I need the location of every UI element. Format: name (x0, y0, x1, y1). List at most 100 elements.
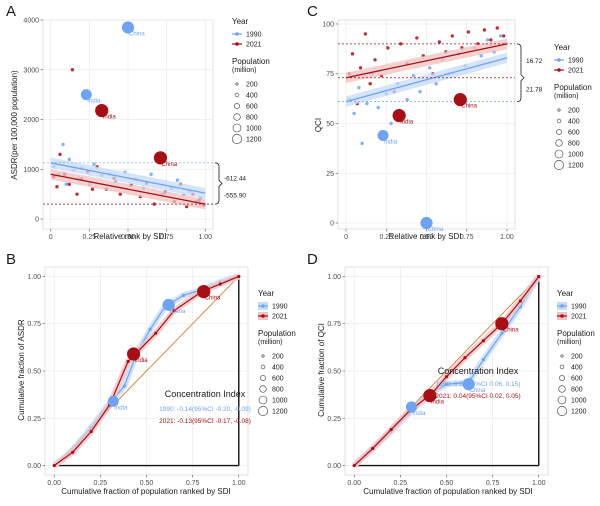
data-point-2021 (502, 34, 506, 38)
legend-pop-unit: (million) (554, 93, 579, 100)
x-tick-label: 0.50 (140, 480, 154, 487)
legend-size-circle (234, 103, 240, 109)
x-tick-label: 0.00 (47, 480, 61, 487)
country-point-india-2021 (95, 103, 109, 118)
panel-letter-d: D (307, 251, 318, 268)
legend-pop-title: Population (232, 57, 270, 66)
legend-size-label: 200 (568, 108, 580, 115)
country-label: India (384, 139, 398, 145)
ci-2021-d: 2021: 0.04(95%CI 0.02, 0.05) (435, 393, 520, 400)
legend-size-circle (260, 375, 266, 381)
marks-a: China India India China (43, 21, 223, 210)
data-point-2021 (358, 66, 363, 70)
data-point-2021 (495, 26, 499, 30)
lorenz-point-y2021 (89, 429, 93, 434)
country-point-india-1990 (107, 395, 119, 407)
data-point-2021 (437, 40, 442, 44)
y-tick-label: 4000 (23, 18, 39, 25)
ci-title-b: Concentration Index (165, 389, 246, 399)
legend-size-label: 400 (272, 365, 284, 372)
country-point-china-2021 (495, 317, 509, 331)
country-point-india-2021 (423, 388, 437, 403)
data-point-1990 (418, 89, 422, 94)
legend-size-circle (258, 395, 268, 405)
legend-size-label: 600 (246, 104, 258, 111)
country-label: China (205, 296, 221, 302)
data-point-2021 (75, 192, 79, 196)
legend-a: Year 1990 2021 Population(million) 200 400 600… (232, 17, 270, 145)
panel-letter-a: A (6, 3, 16, 20)
data-point-1990 (352, 111, 356, 116)
country-label: China (170, 309, 186, 315)
y-axis-title-b: Cumulative fraction of ASDR (17, 319, 26, 421)
gap-bracket (516, 43, 525, 103)
lorenz-point-y1990 (181, 293, 186, 297)
y-tick-label: 0 (35, 217, 39, 224)
legend-pop-unit: (million) (557, 339, 582, 346)
panel-letter-c: C (307, 3, 318, 20)
country-point-china-2021 (453, 93, 467, 107)
lorenz-point-y2021 (389, 428, 393, 432)
data-point-1990 (149, 172, 153, 176)
legend-year-label: 2021 (272, 314, 288, 321)
legend-size-circle (261, 354, 265, 358)
data-point-2021 (58, 152, 62, 157)
axes-d: 0.00 0.25 0.50 0.75 1.00 0.00 0.25 0.50 0.75 1.00 (327, 266, 549, 487)
legend-pop-title: Population (258, 329, 296, 338)
lorenz-point-y2021 (71, 450, 75, 454)
legend-pop-title: Population (554, 83, 592, 92)
legend-dot-2021 (557, 68, 561, 72)
y-tick-label: 0.00 (27, 463, 41, 470)
country-point-india-2021 (392, 108, 406, 123)
legend-size-label: 1200 (571, 409, 587, 416)
legend-size-label: 800 (568, 141, 580, 148)
x-axis-title-b: Cumulative fraction of population ranked… (61, 487, 230, 496)
gap-bracket (214, 162, 223, 205)
data-point-2021 (373, 58, 377, 62)
legend-year-label: 2021 (571, 314, 587, 321)
data-point-1990 (411, 74, 416, 78)
marks-d: China India India China (352, 274, 542, 468)
legend-dot-2021 (235, 42, 239, 46)
x-tick-label: 1.00 (500, 234, 514, 241)
legend-size-label: 400 (571, 365, 583, 372)
x-tick-label: 0.50 (121, 234, 135, 241)
legend-year-title: Year (232, 17, 249, 26)
y-tick-label: 0.25 (327, 416, 341, 423)
lorenz-point-y2021 (537, 274, 541, 279)
y-tick-label: 1000 (23, 167, 39, 174)
legend-size-label: 400 (568, 119, 580, 126)
country-label: India (114, 405, 128, 411)
data-point-1990 (479, 54, 483, 58)
x-tick-label: 1.00 (532, 480, 546, 487)
data-point-1990 (92, 162, 96, 167)
legend-size-circle (233, 113, 241, 121)
ci-1990-b: 1990: -0.14(95%CI -0.20, -0.09) (159, 406, 251, 413)
legend-dot-2021 (560, 314, 564, 318)
y-tick-label: 50 (326, 121, 334, 128)
lorenz-point-y2021 (463, 356, 467, 360)
data-point-1990 (485, 38, 490, 42)
country-label: India (400, 120, 414, 126)
legend-size-circle (257, 405, 268, 416)
legend-dot-1990 (557, 58, 561, 62)
legend-size-circle (554, 149, 564, 159)
legend-size-label: 200 (272, 354, 284, 361)
country-point-china-2021 (153, 151, 168, 165)
country-label: China (503, 328, 519, 334)
regression-line-y1990 (50, 162, 206, 194)
data-point-1990 (67, 157, 71, 162)
legend-size-circle (559, 364, 565, 370)
regression-line-y2021 (50, 173, 206, 205)
legend-size-circle (234, 92, 240, 98)
marks-c: China India India China (338, 26, 525, 233)
y-tick-label: 0.75 (27, 321, 41, 328)
y-tick-label: 0.00 (327, 463, 341, 470)
x-tick-label: 0.25 (379, 234, 393, 241)
ci-title-d: Concentration Index (438, 366, 519, 376)
axes-a: 0 0.25 0.50 0.75 1.00 0 1000 2000 3000 4000 (23, 18, 214, 241)
country-point-china-1990 (162, 298, 175, 311)
data-point-1990 (389, 121, 393, 126)
legend-size-label: 1000 (571, 398, 587, 405)
country-label: China (129, 31, 145, 37)
